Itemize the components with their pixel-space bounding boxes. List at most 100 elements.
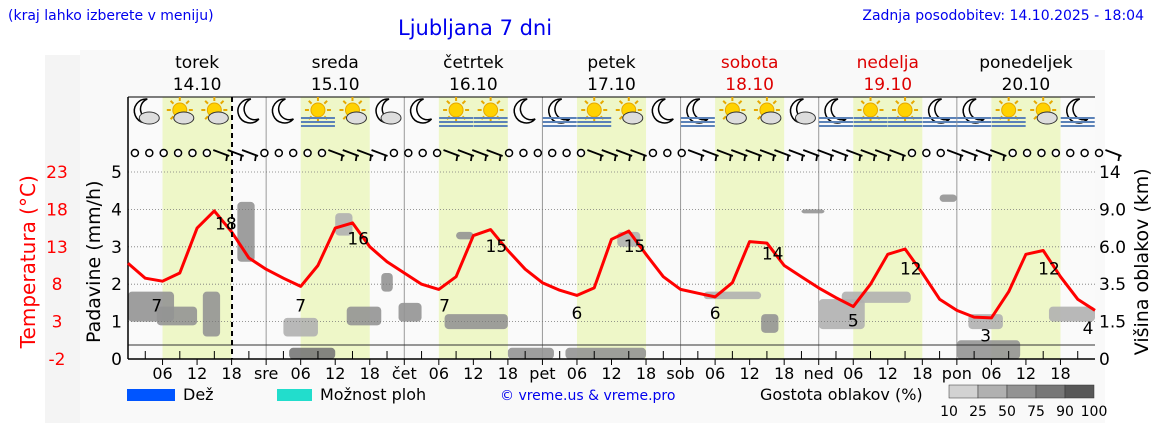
- day-name: petek: [587, 53, 635, 73]
- cloud-icon: [725, 111, 747, 125]
- wind-calm-icon: [504, 148, 514, 158]
- temp-axis-tick: 13: [46, 238, 68, 258]
- day-date: 17.10: [587, 75, 636, 95]
- temperature-line: [127, 209, 1096, 320]
- cloud-patch: [289, 347, 336, 359]
- wind-calm-icon: [547, 148, 557, 158]
- sun-ray: [895, 100, 900, 105]
- x-tick-label: 18: [774, 364, 794, 383]
- temperature-max-label: 14: [762, 244, 784, 264]
- right-axis-tick: 14: [1099, 163, 1121, 183]
- sun-fog-icon: [577, 97, 612, 127]
- sun-cloud-icon: [166, 97, 195, 125]
- page-title: Ljubljana 7 dni: [398, 16, 553, 40]
- day-name: sobota: [721, 53, 779, 73]
- moon-icon: [927, 98, 951, 124]
- sun-icon: [483, 102, 499, 118]
- moon-icon: [237, 98, 260, 124]
- cloud-density-tick: 50: [998, 404, 1016, 420]
- copyright-link[interactable]: © vreme.us & vreme.pro: [500, 388, 676, 404]
- sun-ray: [618, 100, 624, 105]
- wind-calm-icon: [389, 148, 399, 158]
- barb-flag: [714, 154, 718, 162]
- wind-barb-icon: [1105, 149, 1122, 162]
- moon-icon: [962, 98, 985, 124]
- cloud-patch: [761, 314, 779, 333]
- cloud-density-swatch: [1035, 384, 1066, 399]
- x-tick-label: 12: [187, 364, 207, 383]
- left-axis-tick: 3: [111, 238, 122, 258]
- wind-barb-icon: [759, 149, 777, 162]
- sun-ray: [634, 100, 639, 105]
- moon-fog-icon: [1060, 98, 1095, 127]
- wind-calm-icon: [159, 148, 168, 158]
- temperature-max-label: 15: [624, 237, 646, 257]
- barb-flag: [786, 154, 790, 162]
- wind-barb-icon: [788, 149, 806, 162]
- wind-barb-icon: [802, 149, 820, 162]
- wind-calm-icon: [288, 148, 298, 158]
- moon-fog-icon: [542, 98, 577, 127]
- temperature-min-label: 6: [572, 304, 583, 324]
- sun-cloud-icon: [201, 97, 229, 125]
- sun-ray: [876, 100, 881, 105]
- x-tick-label: 06: [981, 364, 1001, 383]
- sun-fog-icon: [853, 97, 888, 127]
- day-name: ponedeljek: [979, 53, 1073, 73]
- sun-ray: [358, 100, 363, 105]
- wind-barb-icon: [774, 149, 791, 162]
- barb-flag: [369, 154, 373, 162]
- temperature-max-label: 12: [1038, 259, 1060, 279]
- legend-rain-swatch: [127, 389, 175, 401]
- wind-barb-icon: [975, 149, 993, 162]
- day-date: 14.10: [173, 75, 222, 95]
- moon-icon: [513, 98, 536, 124]
- cloud-patch: [381, 272, 393, 292]
- cloud-patch: [801, 209, 825, 214]
- location-hint-link[interactable]: (kraj lahko izberete v meniju): [8, 8, 214, 24]
- cloud-density-tick: 90: [1056, 404, 1074, 420]
- cloud-patch: [1048, 306, 1095, 322]
- right-axis-label: Višina oblakov (km): [1131, 168, 1152, 355]
- temperature-max-label: 16: [347, 229, 369, 249]
- sun-ray: [461, 100, 466, 105]
- barb-flag: [225, 154, 229, 162]
- cloud-patch: [398, 302, 422, 322]
- barb-flag: [729, 154, 732, 162]
- moon-icon: [548, 98, 571, 124]
- wind-calm-icon: [576, 148, 586, 158]
- wind-barb-icon: [328, 149, 345, 162]
- sun-fog-icon: [439, 97, 474, 127]
- wind-barb-icon: [615, 149, 633, 162]
- wind-barb-icon: [716, 149, 734, 162]
- temperature-min-label: 6: [710, 304, 721, 324]
- barb-flag: [844, 154, 847, 162]
- cloud-patch: [565, 347, 647, 359]
- moon-icon: [409, 98, 433, 124]
- wind-calm-icon: [648, 148, 658, 158]
- moon-icon: [686, 98, 709, 124]
- moon-icon: [824, 98, 847, 124]
- daylight-band: [576, 97, 647, 359]
- wind-barb-icon: [831, 149, 849, 162]
- wind-calm-icon: [1094, 148, 1104, 158]
- moon-icon: [651, 98, 674, 124]
- sun-ray: [722, 100, 727, 105]
- cloud-patch: [507, 347, 554, 359]
- sun-ray: [480, 100, 485, 105]
- cloud-icon: [1036, 111, 1058, 125]
- wind-calm-icon: [1051, 148, 1061, 158]
- right-axis-tick: 1.5: [1099, 313, 1126, 333]
- day-name: sreda: [312, 53, 359, 73]
- cloud-density-swatch: [948, 384, 979, 399]
- x-tick-label: 12: [1016, 364, 1036, 383]
- left-axis-band: [45, 55, 80, 423]
- sun-ray: [496, 100, 501, 105]
- wind-barb-icon: [860, 149, 878, 162]
- right-axis-tick: 3.5: [1099, 275, 1126, 295]
- wind-calm-icon: [677, 148, 686, 158]
- wind-calm-icon: [922, 148, 931, 158]
- temp-axis-tick: 23: [46, 163, 68, 183]
- wind-barb-icon: [702, 149, 719, 162]
